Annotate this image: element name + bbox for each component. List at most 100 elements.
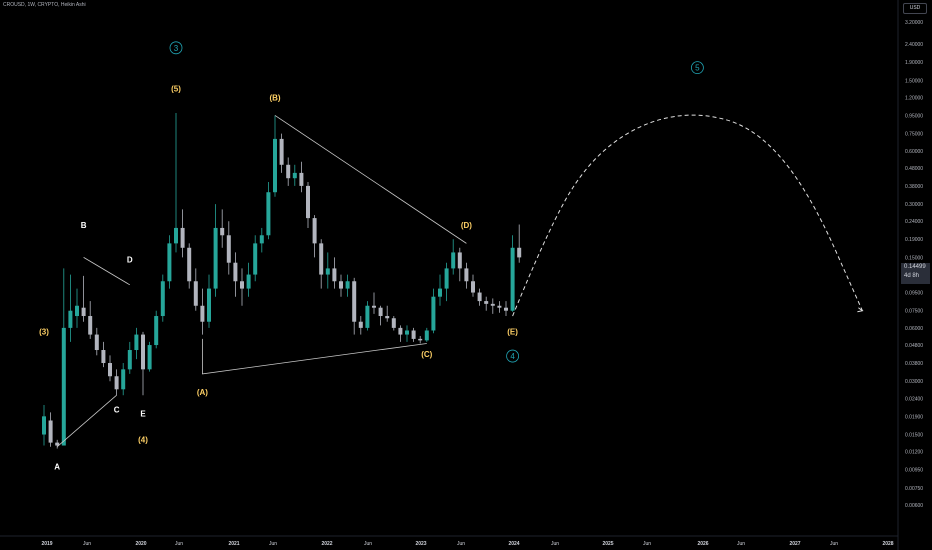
wave-label: (3) — [39, 328, 49, 337]
candle-body — [101, 350, 106, 364]
candle-body — [484, 301, 489, 304]
cycle-label: 4 — [510, 352, 515, 361]
price-tick-label: 0.01500 — [905, 433, 923, 439]
projection-path — [512, 114, 863, 317]
candle-body — [141, 334, 145, 370]
time-tick-label: Jun — [830, 541, 838, 547]
price-tick-label: 0.24000 — [905, 219, 923, 225]
cycle-label-circle — [691, 61, 704, 75]
candle-body — [306, 185, 310, 219]
candle-body — [438, 288, 442, 297]
time-tick-label: Jun — [175, 541, 183, 547]
price-tick-label: 0.95000 — [905, 113, 923, 119]
time-tick-label: 2025 — [602, 541, 613, 547]
candle-body — [75, 305, 79, 317]
wave-label: B — [81, 221, 87, 230]
cycle-label: 5 — [695, 64, 700, 73]
trendline — [56, 394, 117, 448]
price-tick-label: 3.20000 — [905, 20, 923, 26]
candle-body — [154, 316, 159, 346]
time-tick-label: 2019 — [41, 541, 52, 547]
candle-body — [372, 305, 376, 308]
price-tick-label: 0.06000 — [905, 326, 923, 332]
cycle-label-circle — [506, 349, 519, 363]
price-tick-label: 2.40000 — [905, 42, 923, 48]
candle-body — [160, 281, 165, 317]
candle-body — [405, 330, 409, 335]
candle-body — [81, 307, 86, 317]
candle-body — [325, 268, 330, 275]
candle-body — [68, 310, 73, 328]
candle-body — [61, 327, 66, 446]
wave-label: (4) — [138, 436, 148, 445]
cycle-label: 3 — [174, 44, 179, 53]
symbol-info: CROUSD, 1W, CRYPTO, Heikin Ashi — [3, 2, 86, 8]
price-tick-label: 0.15000 — [905, 255, 923, 261]
time-tick-label: 2024 — [508, 541, 519, 547]
trendline — [274, 115, 467, 244]
time-tick-label: 2028 — [882, 541, 893, 547]
candle-body — [121, 369, 126, 390]
wave-label: C — [114, 405, 120, 414]
candle-body — [339, 281, 343, 289]
candle-body — [134, 334, 139, 351]
candle-body — [345, 281, 350, 289]
wave-label: (E) — [507, 328, 518, 337]
candle-body — [88, 316, 93, 335]
candle-body — [398, 327, 403, 335]
candle-body — [127, 350, 132, 370]
time-tick-label: 2027 — [789, 541, 800, 547]
price-tick-label: 0.01200 — [905, 450, 923, 456]
price-tick-label: 0.03800 — [905, 361, 923, 367]
candle-body — [108, 363, 112, 377]
candle-body — [273, 138, 277, 193]
time-tick-label: Jun — [269, 541, 277, 547]
candle-body — [193, 281, 198, 306]
price-tick-label: 0.00600 — [905, 503, 923, 509]
price-tick-label: 1.50000 — [905, 78, 923, 84]
candle-body — [279, 138, 284, 165]
candle-body — [207, 288, 211, 322]
candle-body — [352, 281, 357, 322]
candle-body — [504, 307, 508, 311]
price-tick-label: 0.02400 — [905, 396, 923, 402]
candle-body — [332, 268, 337, 282]
time-tick-label: 2021 — [228, 541, 239, 547]
candle-body — [200, 305, 205, 322]
candle-body — [213, 227, 218, 289]
candle-body — [226, 235, 231, 263]
candle-body — [253, 243, 258, 275]
candle-body — [220, 227, 225, 236]
candle-body — [391, 318, 396, 328]
candle-body — [48, 420, 53, 443]
candle-body — [114, 376, 119, 390]
currency-button[interactable]: USD — [903, 3, 927, 14]
price-tick-label: 0.75000 — [905, 132, 923, 138]
candle-body — [457, 252, 462, 269]
time-tick-label: Jun — [551, 541, 559, 547]
trendline — [201, 338, 427, 375]
candle-body — [233, 262, 238, 282]
time-tick-label: Jun — [643, 541, 651, 547]
price-tick-label: 0.60000 — [905, 149, 923, 155]
candle-body — [42, 416, 46, 435]
candle-body — [358, 321, 363, 328]
wave-label: E — [140, 409, 146, 418]
price-tick-label: 0.38000 — [905, 184, 923, 190]
candle-body — [497, 305, 502, 308]
candle-body — [378, 307, 383, 317]
candle-body — [477, 292, 482, 302]
candle-body — [55, 442, 60, 446]
price-tick-label: 1.20000 — [905, 95, 923, 101]
candle-body — [319, 243, 324, 275]
candle-body — [418, 338, 423, 341]
price-tick-label: 0.09500 — [905, 291, 923, 297]
candle-body — [286, 164, 291, 179]
candle-body — [266, 192, 271, 236]
candle-body — [385, 316, 390, 319]
price-tick-label: 0.30000 — [905, 202, 923, 208]
price-tick-label: 1.90000 — [905, 60, 923, 66]
time-tick-label: 2022 — [321, 541, 332, 547]
